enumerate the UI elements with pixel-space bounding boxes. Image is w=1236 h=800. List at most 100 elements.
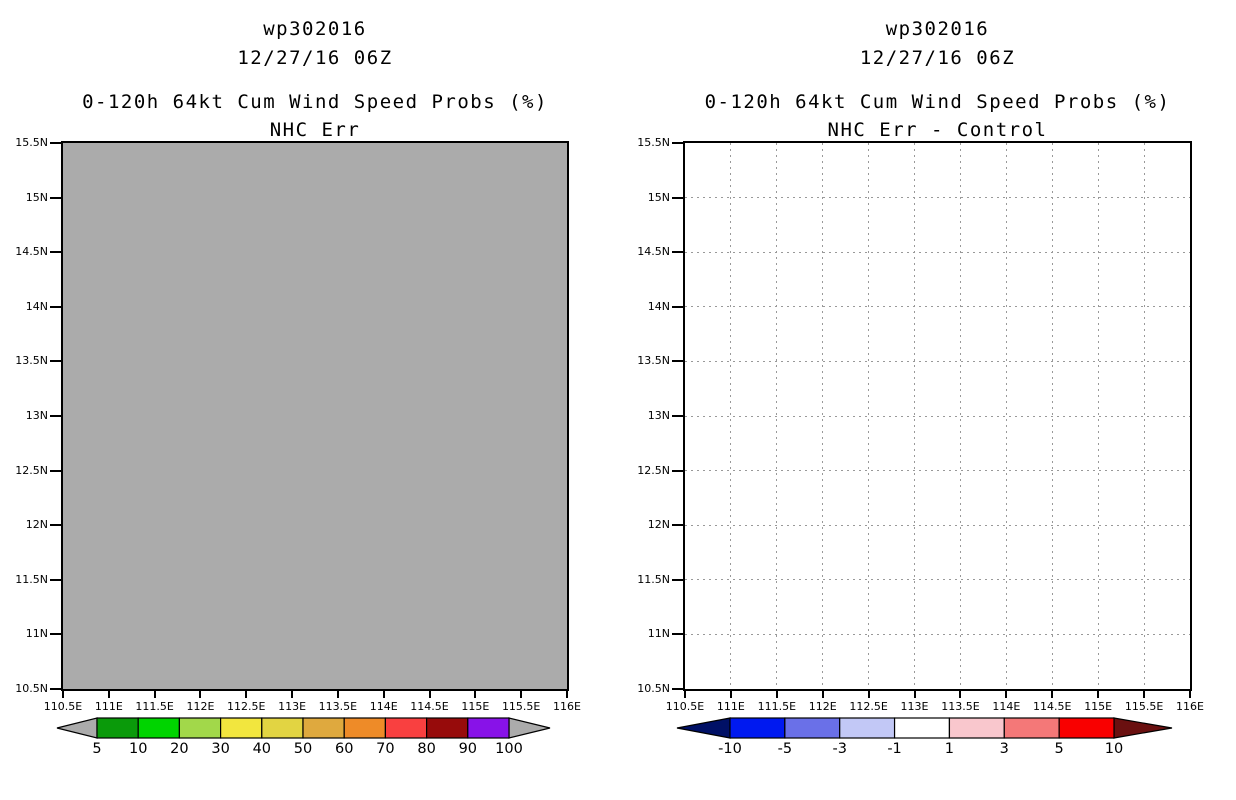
x-axis-tick — [959, 691, 962, 698]
y-tick-label: 11N — [647, 627, 670, 641]
y-tick-label: 12N — [647, 518, 670, 532]
colorbar-segment — [893, 717, 951, 739]
y-axis-tick — [672, 196, 683, 199]
colorbar-label: -5 — [778, 741, 792, 757]
y-axis-tick — [672, 415, 683, 417]
colorbar-segment — [343, 717, 387, 739]
gridline-horizontal — [685, 360, 1190, 362]
colorbar-label: 5 — [92, 741, 101, 757]
y-tick-label: 14N — [647, 299, 670, 313]
colorbar-segment — [302, 717, 345, 739]
x-axis-tick — [913, 691, 916, 698]
x-tick-label: 114.5E — [1033, 700, 1072, 713]
x-axis-tick — [153, 691, 156, 698]
x-tick-label: 112E — [808, 700, 837, 713]
x-tick-label: 116E — [553, 700, 581, 713]
colorbar-label: 80 — [417, 741, 435, 757]
x-tick-label: 114E — [992, 700, 1021, 713]
gridline-horizontal — [685, 633, 1190, 635]
y-axis-tick — [50, 633, 61, 636]
colorbar-segment — [467, 717, 510, 739]
y-axis-tick — [50, 578, 61, 581]
x-axis-tick — [867, 691, 870, 698]
x-axis-tick — [291, 691, 294, 698]
gridline-horizontal — [685, 579, 1190, 581]
gridline-horizontal — [685, 415, 1190, 417]
y-axis-tick — [672, 360, 683, 363]
colorbar-label: 90 — [459, 741, 477, 757]
colorbar-label: 10 — [1105, 741, 1123, 757]
right-datetime: 12/27/16 06Z — [859, 47, 1016, 69]
colorbar-label: 10 — [129, 741, 147, 757]
y-axis-tick — [672, 142, 683, 144]
gridline-horizontal — [685, 197, 1190, 199]
right-storm-id: wp302016 — [885, 18, 990, 40]
colorbar-segment — [729, 717, 786, 739]
colorbar-segment — [839, 717, 896, 739]
y-axis-tick — [50, 196, 61, 199]
x-axis-tick — [1143, 691, 1146, 698]
x-tick-label: 111E — [94, 700, 123, 713]
x-tick-label: 115.5E — [1124, 700, 1164, 713]
x-tick-label: 110.5E — [43, 700, 83, 713]
x-axis-tick — [1189, 691, 1191, 698]
x-axis-tick — [729, 691, 732, 698]
x-axis-tick — [428, 691, 431, 698]
x-tick-label: 115.5E — [501, 700, 541, 713]
y-tick-label: 12N — [25, 518, 48, 532]
left-storm-id: wp302016 — [263, 18, 367, 40]
colorbar-label: -3 — [832, 741, 846, 757]
gridline-horizontal — [685, 470, 1190, 472]
colorbar-segment — [178, 717, 222, 739]
colorbar-label: 60 — [335, 741, 353, 757]
x-tick-label: 111.5E — [135, 700, 174, 713]
y-axis-tick — [50, 142, 61, 144]
colorbar-segment — [384, 717, 428, 739]
y-axis-tick — [50, 360, 61, 363]
x-axis-tick — [245, 691, 248, 698]
y-axis-tick — [50, 251, 61, 254]
x-tick-label: 115E — [1084, 700, 1113, 713]
x-axis-tick — [775, 691, 778, 698]
x-axis-tick — [336, 691, 339, 698]
x-axis-tick — [199, 691, 202, 698]
x-axis-tick — [520, 691, 523, 698]
y-axis-tick — [50, 524, 61, 527]
y-tick-label: 11.5N — [637, 572, 670, 586]
y-tick-label: 14.5N — [637, 245, 670, 259]
y-tick-label: 13N — [25, 409, 48, 422]
x-axis-tick — [62, 691, 64, 698]
x-tick-label: 111.5E — [757, 700, 797, 713]
y-tick-label: 12.5N — [15, 463, 48, 477]
y-axis-tick — [672, 469, 683, 472]
y-tick-label: 15.5N — [15, 136, 48, 149]
y-tick-label: 10.5N — [15, 682, 48, 695]
colorbar-label: 50 — [294, 741, 312, 757]
colorbar-segment — [96, 717, 139, 739]
colorbar-label: 3 — [1000, 741, 1009, 757]
y-tick-label: 11.5N — [15, 572, 48, 586]
y-tick-label: 15N — [25, 190, 48, 204]
x-axis-tick — [474, 691, 477, 698]
y-axis-tick — [50, 305, 61, 308]
y-tick-label: 13N — [647, 409, 670, 422]
y-tick-label: 12.5N — [637, 463, 670, 477]
left-datetime: 12/27/16 06Z — [237, 47, 393, 69]
x-tick-label: 113.5E — [318, 700, 358, 713]
y-tick-label: 13.5N — [15, 354, 48, 368]
right-plot-subtitle: NHC Err - Control — [827, 119, 1048, 141]
colorbar-label: 100 — [495, 741, 523, 757]
y-axis-tick — [672, 524, 683, 527]
y-axis-tick — [672, 688, 683, 690]
colorbar-left-arrow — [56, 717, 98, 739]
y-tick-label: 13.5N — [637, 354, 670, 368]
x-axis-tick — [382, 691, 385, 698]
x-tick-label: 115E — [461, 700, 490, 713]
colorbar-label: 20 — [170, 741, 188, 757]
colorbar-label: 5 — [1055, 741, 1064, 757]
x-tick-label: 112.5E — [849, 700, 888, 713]
x-axis-tick — [684, 691, 686, 698]
colorbar-segment — [220, 717, 263, 739]
colorbar-label: -1 — [887, 741, 901, 757]
